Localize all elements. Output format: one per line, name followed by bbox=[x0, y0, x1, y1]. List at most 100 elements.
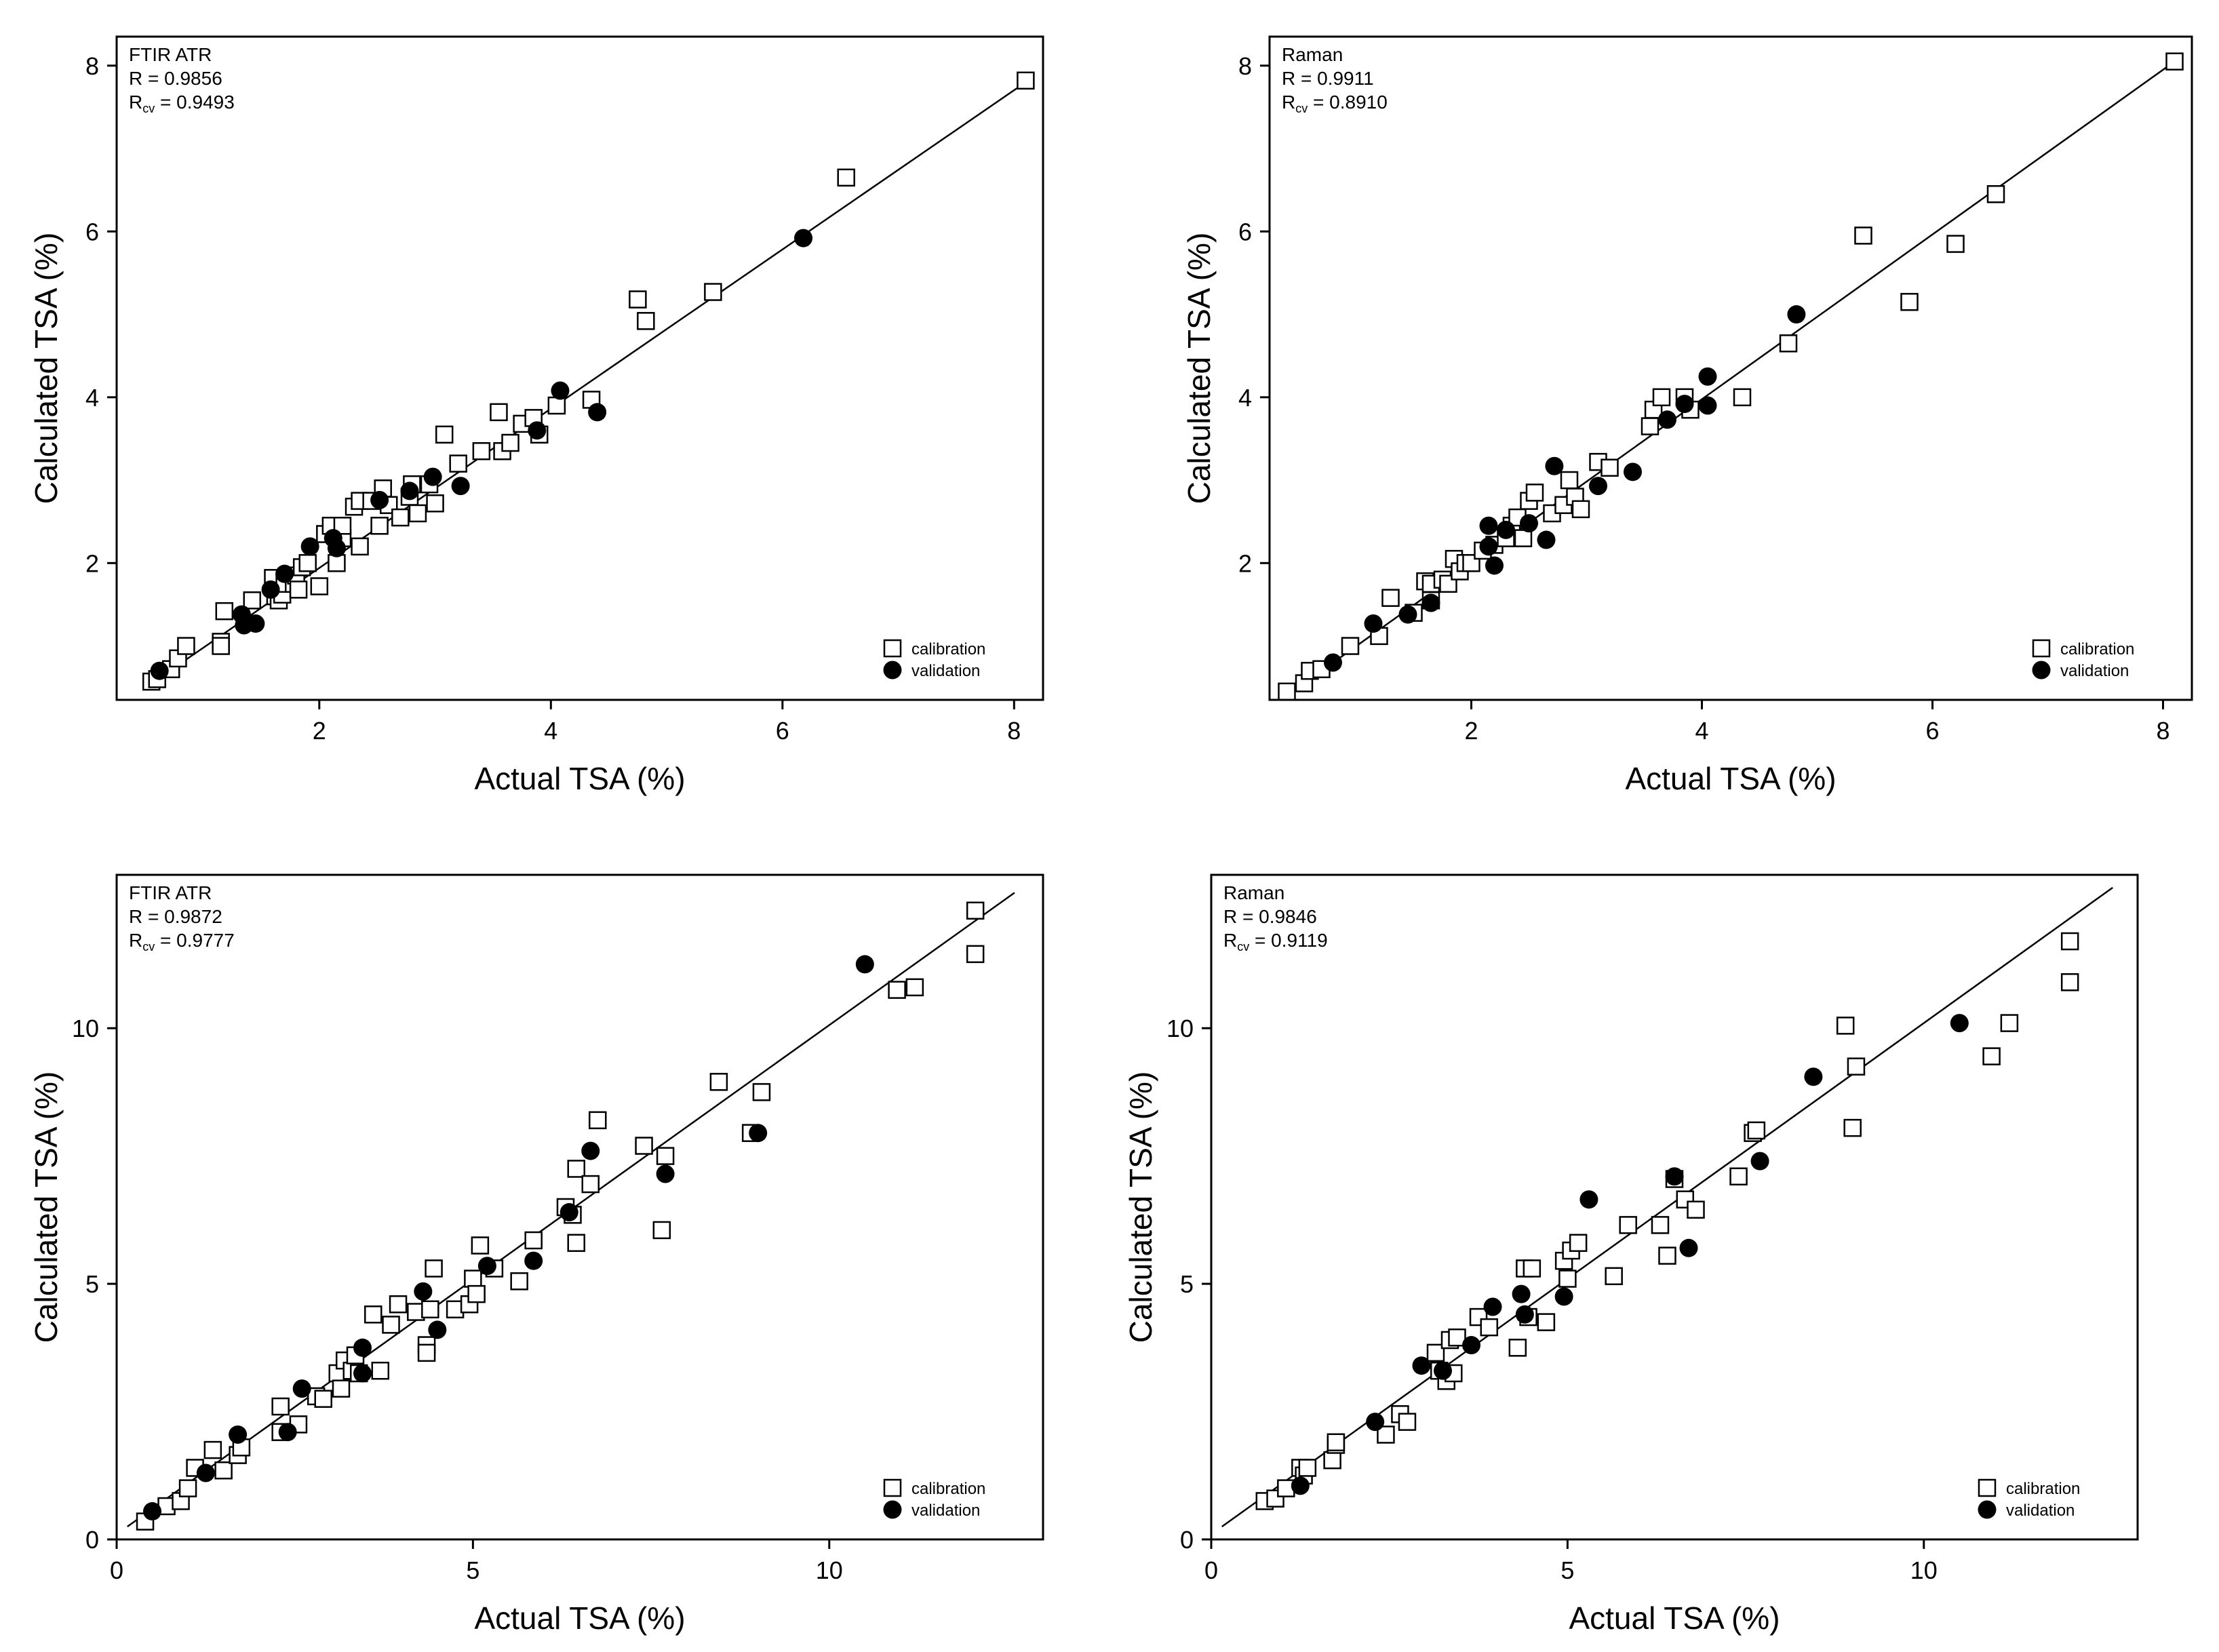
validation-point bbox=[292, 1379, 311, 1398]
calibration-point bbox=[1651, 1216, 1670, 1234]
y-tick-label: 10 bbox=[72, 1015, 99, 1042]
rcv-value: Rcv = 0.9777 bbox=[129, 930, 235, 953]
calibration-point bbox=[501, 433, 519, 452]
y-tick-label: 6 bbox=[1238, 218, 1252, 245]
legend-validation-marker bbox=[1978, 1500, 1997, 1519]
calibration-point bbox=[203, 1440, 222, 1459]
validation-point bbox=[414, 1282, 433, 1301]
validation-point bbox=[1512, 1284, 1531, 1303]
calibration-point bbox=[1480, 1318, 1499, 1337]
legend-calibration-marker bbox=[883, 1478, 902, 1497]
validation-point bbox=[1434, 1361, 1452, 1380]
calibration-point bbox=[1605, 1267, 1623, 1286]
legend-calibration-label: calibration bbox=[2060, 640, 2134, 658]
validation-point bbox=[261, 580, 280, 599]
calibration-point bbox=[1439, 574, 1457, 593]
validation-point bbox=[423, 467, 442, 486]
calibration-point bbox=[1946, 235, 1965, 253]
calibration-point bbox=[1298, 1459, 1317, 1477]
y-axis-label: Calculated TSA (%) bbox=[28, 1071, 64, 1343]
y-tick-label: 5 bbox=[1180, 1270, 1194, 1298]
calibration-point bbox=[704, 283, 722, 301]
calibration-point bbox=[364, 1305, 382, 1324]
calibration-point bbox=[289, 581, 308, 599]
plot-frame bbox=[115, 35, 1044, 701]
chart-panel-4: 0 5 10 0 5 10 Actual TSA (%) Calculated TSA (%)… bbox=[1123, 873, 2139, 1636]
x-axis-label: Actual TSA (%) bbox=[474, 761, 685, 796]
calibration-point bbox=[1323, 1451, 1341, 1470]
calibration-point bbox=[656, 1147, 675, 1165]
technique-label: FTIR ATR bbox=[129, 44, 212, 65]
calibration-point bbox=[567, 1234, 585, 1253]
calibration-point bbox=[635, 1137, 653, 1155]
x-tick-label: 0 bbox=[1204, 1556, 1218, 1584]
legend-validation-label: validation bbox=[2060, 662, 2129, 680]
calibration-point bbox=[1733, 388, 1752, 407]
legend: calibration validation bbox=[883, 1478, 985, 1520]
validation-point bbox=[1579, 1190, 1598, 1209]
calibration-point bbox=[581, 1175, 600, 1194]
y-axis-label: Calculated TSA (%) bbox=[1181, 233, 1217, 505]
calibration-point bbox=[371, 1361, 390, 1380]
validation-point bbox=[1750, 1152, 1769, 1171]
validation-series bbox=[150, 229, 813, 680]
rcv-number: = 0.9119 bbox=[1249, 930, 1327, 951]
x-tick-label: 10 bbox=[1910, 1556, 1938, 1584]
calibration-point bbox=[1652, 388, 1671, 407]
calibration-point bbox=[966, 901, 985, 920]
calibration-point bbox=[1687, 1200, 1705, 1219]
calibration-point bbox=[1571, 500, 1590, 519]
y-tick-label: 0 bbox=[1180, 1526, 1194, 1554]
calibration-point bbox=[567, 1160, 585, 1178]
validation-point bbox=[855, 955, 874, 974]
x-axis-label: Actual TSA (%) bbox=[1569, 1600, 1780, 1636]
rcv-prefix: R bbox=[1282, 92, 1295, 113]
validation-point bbox=[143, 1502, 162, 1521]
rcv-number: = 0.9777 bbox=[155, 930, 235, 951]
validation-point bbox=[1679, 1238, 1698, 1257]
legend-calibration-label: calibration bbox=[911, 1480, 985, 1498]
calibration-point bbox=[417, 1343, 436, 1362]
calibration-point bbox=[471, 1236, 490, 1255]
validation-point bbox=[246, 614, 265, 633]
r-value: R = 0.9846 bbox=[1223, 906, 1317, 927]
calibration-point bbox=[1341, 637, 1360, 655]
x-tick-label: 2 bbox=[313, 717, 326, 745]
calibration-point bbox=[382, 1316, 400, 1334]
legend-calibration-marker bbox=[883, 639, 902, 658]
calibration-point bbox=[510, 1272, 528, 1291]
calibration-point bbox=[524, 409, 543, 427]
calibration-point bbox=[1017, 71, 1035, 90]
calibration-point bbox=[1569, 1234, 1588, 1253]
validation-point bbox=[1537, 530, 1556, 549]
calibration-point bbox=[637, 312, 655, 330]
calibration-point bbox=[652, 1221, 671, 1240]
validation-point bbox=[1291, 1476, 1310, 1495]
validation-point bbox=[1698, 367, 1717, 386]
calibration-point bbox=[1900, 292, 1919, 311]
calibration-point bbox=[837, 168, 855, 187]
legend-validation-label: validation bbox=[911, 1501, 980, 1520]
r-value: R = 0.9911 bbox=[1282, 68, 1374, 89]
chart-panel-1: 2 4 6 8 2 4 6 8 Actual TSA (%) Calculated TSA (%)… bbox=[28, 35, 1044, 796]
y-tick-label: 0 bbox=[85, 1526, 99, 1554]
validation-point bbox=[370, 490, 389, 509]
plot-frame bbox=[115, 873, 1044, 1541]
legend-calibration-marker bbox=[2032, 639, 2051, 658]
calibration-point bbox=[1986, 185, 2005, 203]
validation-point bbox=[300, 537, 319, 556]
calibration-point bbox=[966, 945, 985, 964]
x-tick-label: 0 bbox=[110, 1556, 123, 1584]
validation-point bbox=[794, 229, 813, 248]
calibration-series bbox=[1278, 52, 2184, 701]
legend-validation-label: validation bbox=[911, 662, 980, 680]
chart-panel-3: 0 5 10 0 5 10 Actual TSA (%) Calculated TSA (%)… bbox=[28, 873, 1044, 1636]
calibration-point bbox=[212, 637, 230, 655]
calibration-point bbox=[464, 1270, 482, 1288]
legend: calibration validation bbox=[2032, 639, 2134, 680]
y-tick-label: 6 bbox=[85, 218, 99, 245]
calibration-point bbox=[1426, 1343, 1445, 1362]
calibration-point bbox=[1558, 1270, 1577, 1288]
validation-point bbox=[1658, 410, 1676, 429]
calibration-point bbox=[243, 591, 262, 610]
